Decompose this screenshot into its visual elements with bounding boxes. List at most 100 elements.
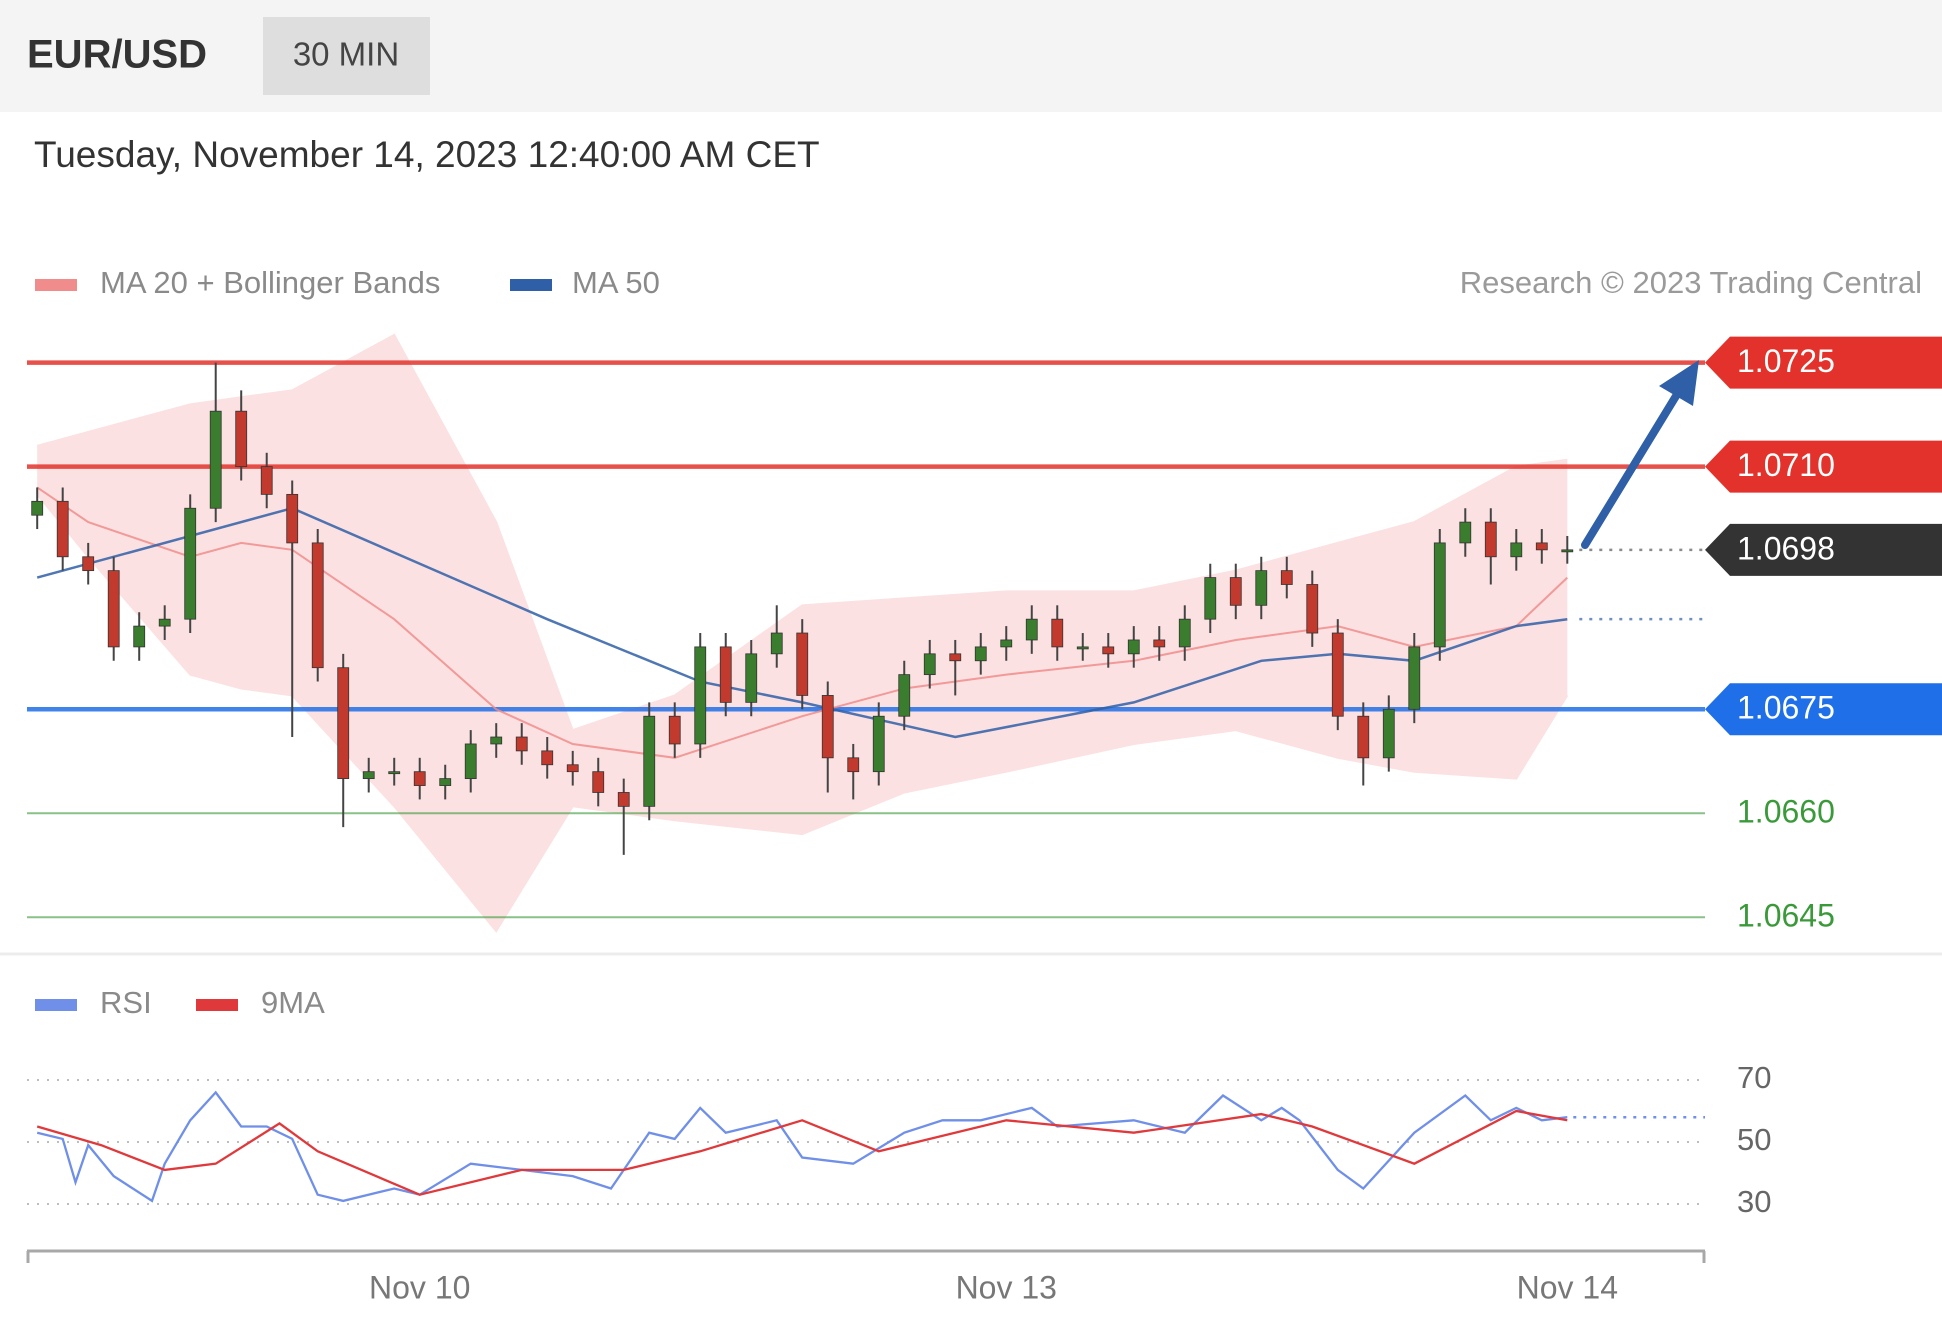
candle-body bbox=[1025, 618, 1038, 641]
candle-body bbox=[260, 466, 273, 495]
candle-body bbox=[464, 743, 477, 780]
indicator-line bbox=[36, 1109, 1568, 1196]
legend-swatch bbox=[35, 999, 77, 1011]
candle-body bbox=[923, 653, 936, 676]
level-label: 1.0725 bbox=[1737, 343, 1835, 379]
candle-body bbox=[515, 736, 528, 752]
candle-body bbox=[1561, 549, 1574, 553]
candle-body bbox=[541, 750, 554, 766]
candle-body bbox=[566, 764, 579, 773]
projection-arrow bbox=[1581, 360, 1699, 549]
timeframe[interactable]: 30 MIN bbox=[293, 36, 399, 73]
candle-body bbox=[770, 632, 783, 655]
x-tick-label: Nov 14 bbox=[1517, 1269, 1618, 1305]
candle-body bbox=[31, 500, 44, 516]
candle-body bbox=[847, 757, 860, 773]
candle-body bbox=[337, 667, 350, 780]
candle-body bbox=[872, 715, 885, 773]
candle-body bbox=[158, 618, 171, 627]
level-label: 1.0675 bbox=[1737, 690, 1835, 726]
candle-body bbox=[1255, 570, 1268, 606]
arrow-head bbox=[1659, 360, 1699, 406]
copyright: Research © 2023 Trading Central bbox=[1460, 265, 1922, 300]
level-label: 1.0660 bbox=[1737, 794, 1835, 830]
timeframe-box[interactable] bbox=[263, 17, 430, 95]
candle-body bbox=[362, 771, 375, 780]
level-tag bbox=[1705, 336, 1942, 389]
candle-body bbox=[617, 792, 630, 807]
level-tag bbox=[1705, 683, 1942, 736]
y-tick-label: 70 bbox=[1737, 1060, 1771, 1095]
legend-swatch bbox=[196, 999, 238, 1011]
candle-body bbox=[413, 771, 426, 786]
candle-body bbox=[209, 410, 222, 509]
candle-body bbox=[821, 695, 834, 759]
legend-label: MA 50 bbox=[572, 265, 660, 300]
candle-body bbox=[82, 556, 95, 572]
moving-average bbox=[36, 486, 1568, 759]
y-tick-label: 50 bbox=[1737, 1122, 1771, 1157]
candle-body bbox=[107, 570, 120, 648]
candle-body bbox=[1484, 521, 1497, 558]
legend-label: MA 20 + Bollinger Bands bbox=[100, 265, 440, 300]
candle-body bbox=[949, 653, 962, 662]
candle-body bbox=[694, 646, 707, 745]
candle-body bbox=[1331, 632, 1344, 717]
candle-body bbox=[1382, 708, 1395, 759]
y-tick-label: 30 bbox=[1737, 1184, 1771, 1219]
candle-body bbox=[796, 632, 809, 696]
candle-body bbox=[592, 771, 605, 793]
candle-body bbox=[1433, 542, 1446, 648]
candle-body bbox=[1229, 577, 1242, 606]
candle-body bbox=[974, 646, 987, 662]
band-upper bbox=[36, 333, 1568, 732]
candle-body bbox=[1510, 542, 1523, 558]
symbol: EUR/USD bbox=[27, 33, 207, 77]
candle-body bbox=[1102, 646, 1115, 655]
candle-body bbox=[719, 646, 732, 703]
candle-body bbox=[1051, 618, 1064, 648]
legend-label: 9MA bbox=[261, 985, 325, 1020]
candle-body bbox=[1357, 715, 1370, 759]
level-tag bbox=[1705, 523, 1942, 576]
candle-body bbox=[898, 674, 911, 717]
candle-body bbox=[1408, 646, 1421, 710]
candle-body bbox=[184, 507, 197, 620]
candle-body bbox=[1535, 542, 1548, 551]
datetime: Tuesday, November 14, 2023 12:40:00 AM C… bbox=[34, 134, 820, 175]
candle-body bbox=[1127, 639, 1140, 655]
x-tick-label: Nov 10 bbox=[369, 1269, 470, 1305]
candle-body bbox=[1280, 570, 1293, 585]
level-label: 1.0698 bbox=[1737, 530, 1835, 566]
candle-body bbox=[668, 715, 681, 745]
arrow-shaft bbox=[1581, 392, 1680, 549]
candle-body bbox=[1153, 639, 1166, 648]
candle-body bbox=[643, 715, 656, 807]
x-tick-label: Nov 13 bbox=[956, 1269, 1057, 1305]
candle-body bbox=[439, 778, 452, 786]
candle-body bbox=[490, 736, 503, 745]
level-label: 1.0710 bbox=[1737, 447, 1835, 483]
legend-label: RSI bbox=[100, 985, 152, 1020]
candle-body bbox=[1000, 639, 1013, 648]
candle-body bbox=[1076, 646, 1089, 650]
candle-body bbox=[388, 771, 401, 775]
moving-average bbox=[36, 506, 1568, 739]
candle-body bbox=[1306, 584, 1319, 634]
candle-body bbox=[133, 625, 146, 648]
indicator-line bbox=[36, 1090, 1568, 1203]
candle-body bbox=[1178, 618, 1191, 648]
candle-body bbox=[745, 653, 758, 703]
candle-body bbox=[311, 542, 324, 669]
band-lower bbox=[36, 493, 1569, 933]
legend-swatch bbox=[510, 279, 552, 291]
candle-body bbox=[286, 493, 299, 544]
legend-swatch bbox=[35, 279, 77, 291]
candle-body bbox=[235, 410, 248, 468]
candle-body bbox=[56, 500, 69, 558]
candle-body bbox=[1459, 521, 1472, 544]
level-tag bbox=[1705, 440, 1942, 493]
candle-body bbox=[1204, 577, 1217, 620]
